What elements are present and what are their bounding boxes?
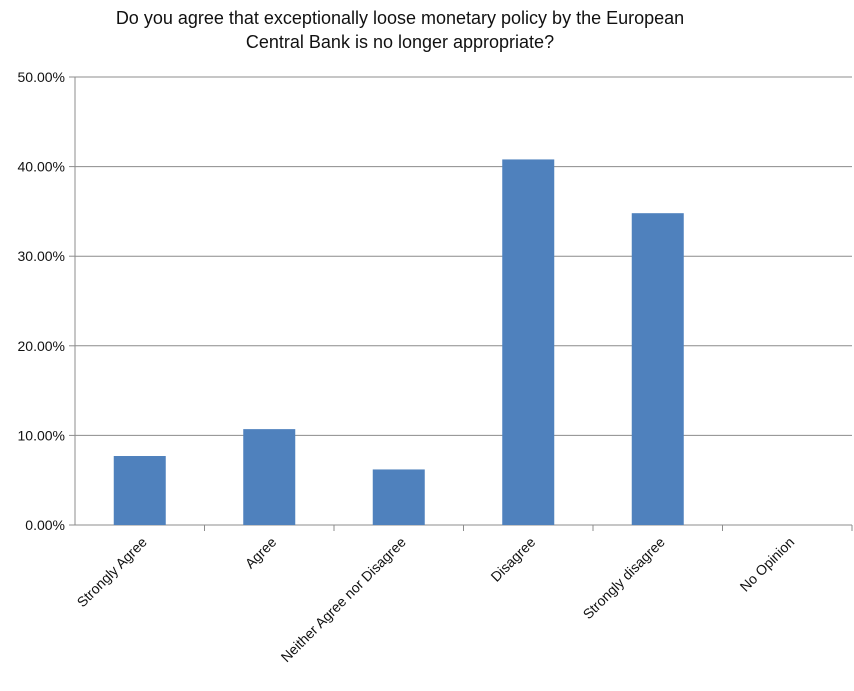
bar-strongly-agree	[113, 456, 166, 525]
y-tick-label: 20.00%	[18, 338, 65, 354]
y-tick-label: 0.00%	[25, 517, 65, 533]
bar-disagree	[502, 159, 555, 525]
x-tick-label: Strongly disagree	[580, 534, 669, 623]
y-tick-label: 40.00%	[18, 159, 65, 175]
y-tick-label: 50.00%	[18, 69, 65, 85]
x-tick-label: No Opinion	[737, 534, 798, 595]
x-tick-label: Neither Agree nor Disagree	[278, 534, 409, 665]
x-tick-label: Agree	[242, 534, 280, 572]
y-tick-label: 10.00%	[18, 427, 65, 443]
x-tick-label: Strongly Agree	[74, 534, 150, 610]
bar-strongly-disagree	[631, 213, 684, 525]
bar-agree	[243, 429, 296, 525]
chart-title: Do you agree that exceptionally loose mo…	[60, 6, 740, 54]
y-tick-label: 30.00%	[18, 248, 65, 264]
bar-neither-agree-nor-disagree	[372, 469, 425, 525]
x-tick-label: Disagree	[487, 534, 538, 585]
chart-title-line-2: Central Bank is no longer appropriate?	[245, 32, 555, 52]
chart-title-line-1: Do you agree that exceptionally loose mo…	[115, 8, 685, 28]
